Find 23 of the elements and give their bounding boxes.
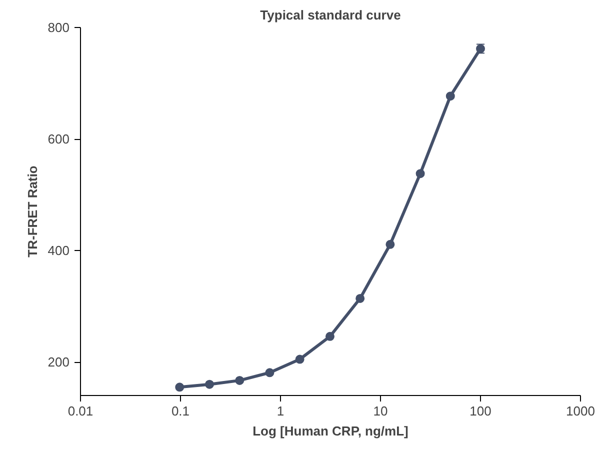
- point: [265, 368, 274, 378]
- point: [386, 240, 395, 249]
- x-tick-label: 0.1: [171, 404, 190, 418]
- point: [416, 169, 425, 178]
- point: [325, 332, 334, 341]
- chart-title: Typical standard curve: [260, 8, 401, 22]
- x-tick-label: 1000: [566, 404, 595, 418]
- point: [175, 382, 184, 392]
- y-axis-title: TR-FRET Ratio: [24, 166, 40, 258]
- x-tick-label: 10: [373, 404, 388, 418]
- x-axis-title: Log [Human CRP, ng/mL]: [252, 424, 408, 438]
- x-tick-label: 0.01: [68, 404, 94, 418]
- point: [235, 376, 244, 385]
- point: [205, 380, 214, 389]
- y-tick-label: 600: [48, 132, 70, 147]
- point: [295, 354, 304, 364]
- point: [446, 92, 455, 101]
- point: [356, 294, 365, 303]
- x-tick-label: 100: [470, 404, 492, 418]
- x-tick-label: 1: [276, 404, 284, 418]
- y-tick-label: 400: [48, 243, 70, 258]
- y-tick-label: 800: [48, 20, 70, 35]
- y-tick-label: 200: [48, 354, 70, 370]
